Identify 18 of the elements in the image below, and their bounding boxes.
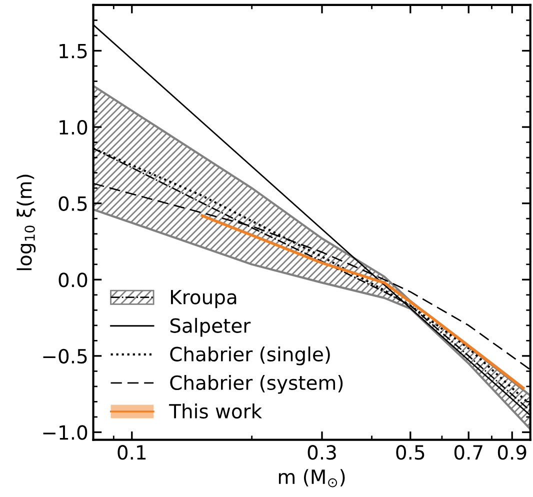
y-tick-label: 0.5 (58, 196, 87, 211)
x-tick-label: 0.3 (308, 445, 336, 460)
legend-label: Chabrier (system) (170, 374, 343, 394)
legend-label: Salpeter (170, 318, 251, 337)
x-axis-title: m (M$_{⊙}$) (278, 469, 345, 488)
legend-label: This work (169, 404, 262, 419)
y-tick-label: 1.5 (60, 44, 87, 58)
y-tick-label: 0.0 (58, 272, 88, 288)
x-tick-label: 0.9 (498, 445, 526, 460)
x-tick-label: 0.7 (454, 445, 482, 460)
legend-label: Kroupa (171, 290, 236, 308)
legend-label: Chabrier (single) (170, 346, 330, 366)
x-tick-label: 0.1 (118, 445, 146, 460)
x-tick-label: 0.5 (396, 445, 424, 460)
y-tick-label: −0.5 (43, 348, 87, 364)
y-tick-label: −1.0 (43, 425, 88, 440)
y-tick-label: 1.0 (60, 120, 88, 135)
y-axis-title: log$_{10}$ ξ(m) (16, 174, 36, 270)
